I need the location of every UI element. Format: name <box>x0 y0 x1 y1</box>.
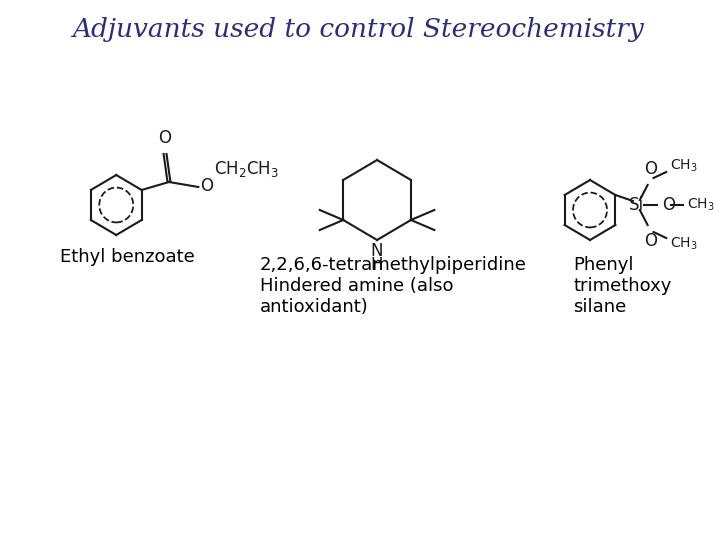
Text: O: O <box>200 177 213 195</box>
Text: Phenyl
trimethoxy
silane: Phenyl trimethoxy silane <box>573 256 672 315</box>
Text: CH$_2$CH$_3$: CH$_2$CH$_3$ <box>214 159 279 179</box>
Text: CH$_3$: CH$_3$ <box>670 236 698 252</box>
Text: Adjuvants used to control Stereochemistry: Adjuvants used to control Stereochemistr… <box>72 17 644 43</box>
Text: Ethyl benzoate: Ethyl benzoate <box>60 248 194 266</box>
Text: H: H <box>371 256 383 274</box>
Text: CH$_3$: CH$_3$ <box>687 197 714 213</box>
Text: Si: Si <box>629 196 644 214</box>
Text: N: N <box>371 242 383 260</box>
Text: CH$_3$: CH$_3$ <box>670 158 698 174</box>
Text: O: O <box>644 160 657 178</box>
Text: 2,2,6,6-tetramethylpiperidine: 2,2,6,6-tetramethylpiperidine <box>260 256 527 274</box>
Text: O: O <box>662 196 675 214</box>
Text: O: O <box>158 129 171 147</box>
Text: O: O <box>644 232 657 250</box>
Text: Hindered amine (also
antioxidant): Hindered amine (also antioxidant) <box>260 277 454 316</box>
